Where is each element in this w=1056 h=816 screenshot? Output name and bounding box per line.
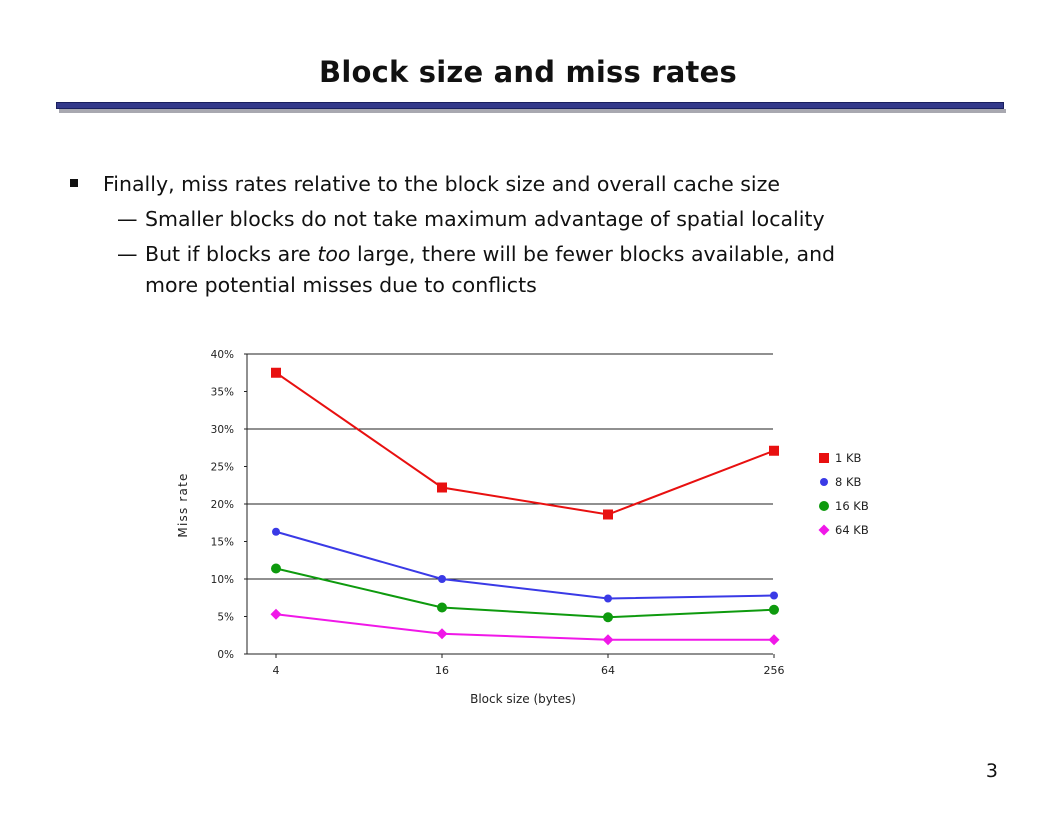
series-8-kb <box>272 527 778 603</box>
chart-tick-labels: 0% 5% 10% 15% 20% 25% 30% 35% 40% 4 16 64 256 <box>211 349 785 677</box>
series-64-kb <box>270 608 780 646</box>
dash-bullet-icon: — <box>117 242 138 266</box>
data-point <box>270 608 282 620</box>
y-tick-label: 10% <box>211 574 234 586</box>
sub-bullet-text-wrap: more potential misses due to conflicts <box>145 273 537 297</box>
series-line <box>275 371 775 516</box>
chart-series <box>270 367 780 646</box>
bullet-item: Finally, miss rates relative to the bloc… <box>70 167 1010 202</box>
sub-bullet-item: — Smaller blocks do not take maximum adv… <box>70 202 1010 237</box>
legend-marker <box>818 524 830 536</box>
data-point <box>603 509 613 520</box>
data-point <box>437 602 447 613</box>
line-chart-svg: 0% 5% 10% 15% 20% 25% 30% 35% 40% 4 16 64 256 1 KB 8 … <box>176 349 869 706</box>
y-tick-label: 30% <box>211 424 234 436</box>
data-point <box>769 445 779 456</box>
sub-bullet-item: — But if blocks are too large, there wil… <box>70 237 1010 303</box>
y-tick-label: 15% <box>211 537 234 549</box>
data-point <box>604 594 612 603</box>
series-1-kb <box>271 367 779 520</box>
legend-marker <box>820 478 828 486</box>
chart-grid <box>247 353 773 580</box>
series-16-kb <box>271 563 779 623</box>
x-tick-label: 64 <box>601 664 615 677</box>
legend-label: 16 KB <box>835 499 869 513</box>
dash-bullet-icon: — <box>117 207 138 231</box>
data-point <box>603 612 613 623</box>
legend-label: 1 KB <box>835 451 862 465</box>
series-line <box>275 567 775 619</box>
sub-bullet-text: Smaller blocks do not take maximum advan… <box>145 207 825 231</box>
y-tick-label: 35% <box>211 387 234 399</box>
data-point <box>768 634 780 646</box>
data-point <box>602 634 614 646</box>
y-tick-label: 5% <box>217 612 234 624</box>
data-point <box>436 628 448 640</box>
chart-axes <box>244 353 775 658</box>
sub-bullet-emphasis: too <box>317 242 351 266</box>
x-tick-label: 16 <box>435 664 449 677</box>
y-tick-label: 40% <box>211 349 234 361</box>
bullet-text: Finally, miss rates relative to the bloc… <box>103 172 781 196</box>
y-tick-label: 25% <box>211 462 234 474</box>
data-point <box>271 367 281 378</box>
square-bullet-icon <box>70 179 78 187</box>
miss-rate-chart: 0% 5% 10% 15% 20% 25% 30% 35% 40% 4 16 64 256 1 KB 8 … <box>170 340 930 720</box>
data-point <box>770 591 778 600</box>
legend-marker <box>819 453 829 463</box>
y-tick-label: 0% <box>217 649 234 661</box>
sub-bullet-text-end: large, there will be fewer blocks availa… <box>350 242 836 266</box>
y-axis-label: Miss rate <box>176 472 190 537</box>
series-line <box>275 613 774 641</box>
chart-legend: 1 KB 8 KB 16 KB 64 KB <box>818 451 869 537</box>
data-point <box>769 604 779 615</box>
data-point <box>271 563 281 574</box>
title-divider <box>56 102 1006 114</box>
x-axis-label: Block size (bytes) <box>470 692 576 706</box>
legend-label: 8 KB <box>835 475 862 489</box>
sub-bullet-text-start: But if blocks are <box>145 242 318 266</box>
page-number: 3 <box>985 760 998 782</box>
data-point <box>272 527 280 536</box>
legend-label: 64 KB <box>835 523 869 537</box>
y-tick-label: 20% <box>211 499 234 511</box>
bullet-list: Finally, miss rates relative to the bloc… <box>70 167 1010 303</box>
legend-marker <box>819 501 829 511</box>
data-point <box>438 575 446 583</box>
data-point <box>437 482 447 493</box>
x-tick-label: 256 <box>764 664 785 677</box>
slide-title: Block size and miss rates <box>319 55 737 89</box>
x-tick-label: 4 <box>273 664 280 677</box>
series-line <box>275 530 775 600</box>
